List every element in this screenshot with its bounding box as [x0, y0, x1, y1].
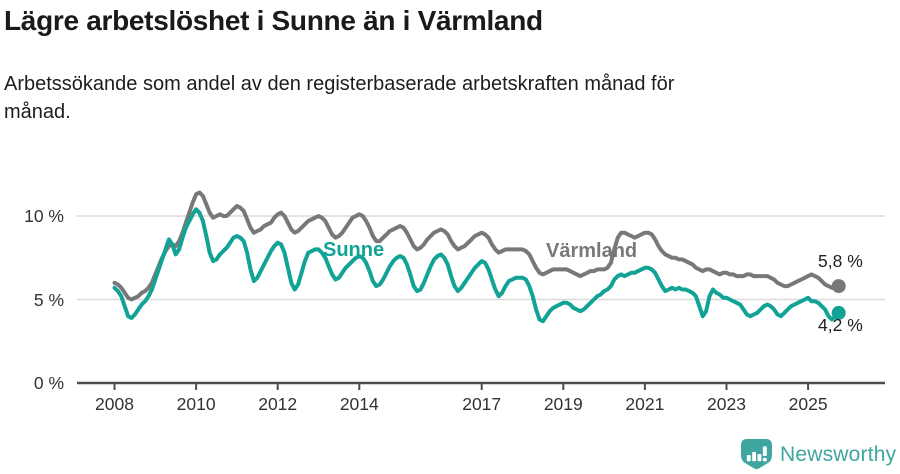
series-label-varmland: Värmland: [546, 240, 638, 262]
sunne-end-dot: [831, 305, 846, 320]
newsworthy-logo-text: Newsworthy: [780, 442, 897, 466]
x-axis-label-2008: 2008: [95, 394, 134, 414]
sunne-line: [112, 207, 841, 324]
series-label-sunne: Sunne: [323, 239, 385, 261]
page-title: Lägre arbetslöshet i Sunne än i Värmland: [4, 5, 543, 36]
y-axis-label-0: 0 %: [33, 373, 64, 393]
y-axis-label-10: 10 %: [24, 206, 64, 226]
x-axis-label-2019: 2019: [543, 394, 583, 414]
newsworthy-logo-icon: [741, 439, 772, 470]
end-value-sunne: 4,2 %: [818, 315, 863, 335]
x-axis-label-2025: 2025: [788, 394, 828, 414]
x-axis-label-2023: 2023: [707, 394, 746, 414]
x-axis-label-2017: 2017: [462, 394, 502, 414]
x-axis-label-2021: 2021: [625, 394, 665, 414]
end-value-varmland: 5,8 %: [818, 251, 863, 271]
x-axis-label-2014: 2014: [339, 394, 379, 414]
chart-subtitle: Arbetssökande som andel av den registerb…: [4, 73, 675, 123]
varmland-line: [112, 190, 841, 302]
logo-bubble-shape: [741, 439, 772, 470]
newsworthy-logo[interactable]: Newsworthy: [740, 438, 896, 471]
x-axis-label-2012: 2012: [258, 394, 298, 414]
logo-bars-exclamation-icon: [746, 446, 767, 462]
y-axis-label-5: 5 %: [33, 289, 64, 310]
varmland-end-dot: [831, 279, 846, 294]
x-axis-label-2010: 2010: [176, 394, 216, 414]
